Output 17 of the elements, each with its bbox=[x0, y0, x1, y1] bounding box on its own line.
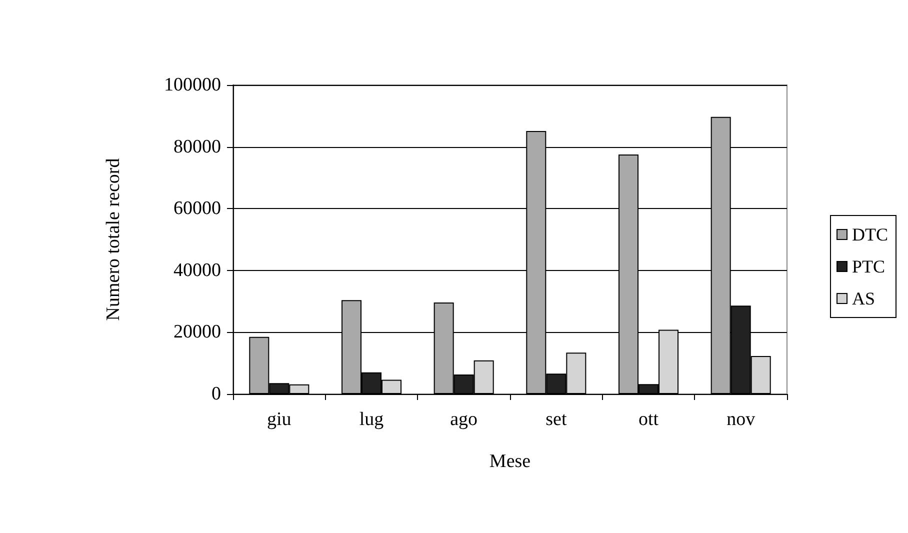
y-tick-label: 60000 bbox=[174, 198, 221, 220]
y-tick-label: 40000 bbox=[174, 260, 221, 281]
y-axis-title: Numero totale record bbox=[103, 158, 124, 321]
x-tick-label: giu bbox=[267, 409, 292, 430]
x-tick-label: lug bbox=[359, 409, 384, 430]
y-tick-label: 80000 bbox=[174, 136, 221, 158]
legend-label: DTC bbox=[852, 224, 888, 244]
legend-label: AS bbox=[852, 288, 876, 308]
y-tick-label: 0 bbox=[212, 384, 221, 404]
x-tick-label: ott bbox=[638, 409, 660, 430]
x-tick-label: nov bbox=[726, 409, 756, 430]
y-tick-label: 20000 bbox=[174, 322, 221, 343]
y-tick-label: 100000 bbox=[164, 74, 221, 96]
x-axis-title: Mese bbox=[489, 451, 531, 472]
legend-label: PTC bbox=[852, 256, 886, 276]
x-tick-label: ago bbox=[450, 409, 478, 430]
x-tick-label: set bbox=[546, 409, 568, 430]
